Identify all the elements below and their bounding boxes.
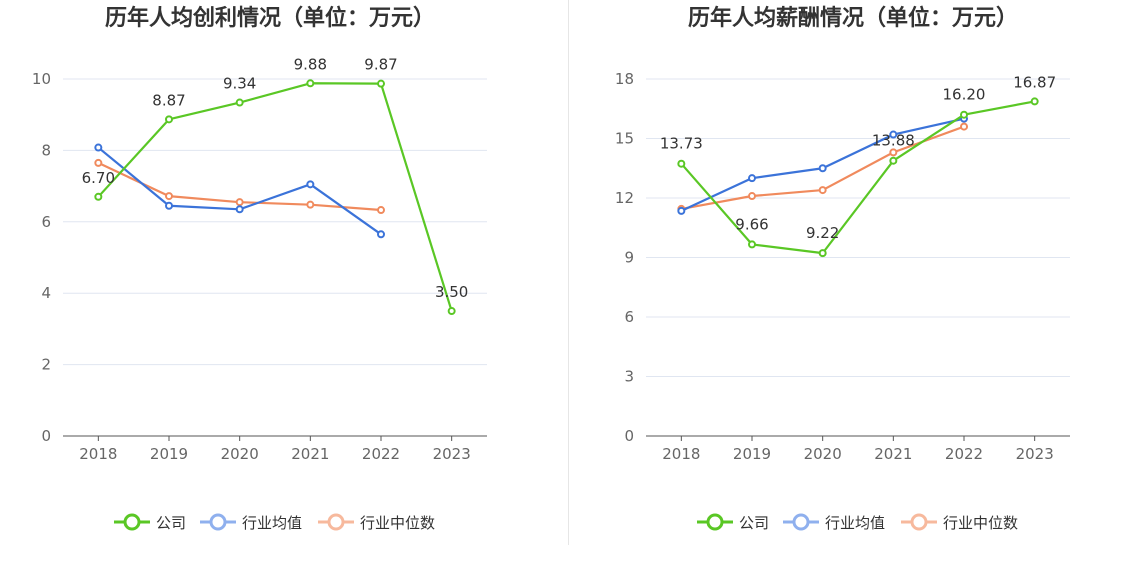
legend-label: 行业中位数 [360, 514, 435, 532]
legend-marker [123, 513, 141, 531]
legend-marker [327, 513, 345, 531]
salary-per-capita-chart: 历年人均薪酬情况（单位：万元） 0 3 6 9 12 15 18 2018 2019 2020 202… [615, 5, 1070, 532]
salary-chart-panel: 历年人均薪酬情况（单位：万元） 0 3 6 9 12 15 18 2018 2019 2020 202… [570, 0, 1134, 582]
data-point-company[interactable] [377, 79, 385, 88]
x-tick-label: 2020 [221, 445, 259, 463]
legend-item-industry_avg[interactable]: 行业均值 [783, 513, 885, 532]
data-label: 6.70 [82, 169, 115, 187]
data-label: 9.87 [364, 56, 397, 74]
legend-label: 行业均值 [825, 514, 885, 532]
data-point-industry_median[interactable] [748, 192, 756, 201]
y-tick-label: 0 [41, 427, 51, 445]
data-point-company[interactable] [94, 192, 103, 201]
panel-divider [568, 0, 569, 545]
y-tick-label: 8 [41, 141, 51, 159]
x-tick-label: 2021 [874, 445, 912, 463]
data-point-industry_avg[interactable] [306, 180, 315, 189]
data-label: 3.50 [435, 283, 468, 301]
legend-marker [792, 513, 810, 531]
data-point-industry_median[interactable] [960, 122, 968, 131]
data-label: 8.87 [152, 91, 185, 109]
data-point-company[interactable] [818, 249, 827, 258]
data-point-company[interactable] [677, 159, 686, 168]
data-point-industry_median[interactable] [377, 206, 385, 215]
data-point-company[interactable] [306, 79, 315, 88]
data-point-industry_avg[interactable] [889, 130, 898, 139]
data-point-industry_median[interactable] [818, 186, 827, 195]
legend-item-industry_median[interactable]: 行业中位数 [318, 513, 435, 532]
data-point-industry_median[interactable] [94, 158, 103, 167]
x-tick-label: 2019 [733, 445, 771, 463]
data-label: 9.22 [806, 224, 839, 242]
y-tick-label: 2 [41, 356, 51, 374]
data-point-industry_median[interactable] [889, 148, 898, 157]
data-point-industry_avg[interactable] [165, 201, 173, 210]
y-tick-label: 4 [41, 284, 51, 302]
y-tick-label: 12 [615, 189, 634, 207]
chart-title: 历年人均创利情况（单位：万元） [105, 5, 435, 31]
data-point-company[interactable] [235, 98, 244, 107]
data-label: 13.88 [872, 132, 915, 150]
y-tick-label: 0 [624, 427, 634, 445]
legend-label: 行业均值 [242, 514, 302, 532]
series-line-industry_avg [97, 146, 382, 236]
legend-item-industry_avg[interactable]: 行业均值 [200, 513, 302, 532]
data-label: 9.34 [223, 75, 256, 93]
y-tick-label: 6 [624, 308, 634, 326]
x-tick-label: 2023 [433, 445, 471, 463]
y-tick-label: 18 [615, 70, 634, 88]
data-point-company[interactable] [960, 110, 968, 119]
x-tick-label: 2018 [662, 445, 700, 463]
data-label: 9.66 [735, 215, 768, 233]
legend-label: 公司 [156, 514, 186, 532]
legend-item-industry_median[interactable]: 行业中位数 [901, 513, 1018, 532]
data-point-industry_median[interactable] [165, 192, 173, 201]
data-label: 13.73 [660, 135, 703, 153]
legend-item-company[interactable]: 公司 [114, 513, 186, 532]
legend-item-company[interactable]: 公司 [697, 513, 769, 532]
x-tick-label: 2021 [291, 445, 329, 463]
chart-title: 历年人均薪酬情况（单位：万元） [688, 5, 1018, 31]
data-point-company[interactable] [1030, 97, 1039, 106]
y-tick-label: 10 [32, 70, 51, 88]
data-point-industry_median[interactable] [306, 200, 315, 209]
data-point-company[interactable] [889, 156, 898, 165]
x-tick-label: 2022 [362, 445, 400, 463]
legend-label: 公司 [739, 514, 769, 532]
y-tick-label: 9 [624, 249, 634, 267]
data-point-industry_avg[interactable] [235, 205, 244, 214]
x-tick-label: 2022 [945, 445, 983, 463]
data-point-industry_avg[interactable] [818, 164, 827, 173]
data-label: 16.87 [1013, 73, 1056, 91]
series-line-company [680, 100, 1035, 255]
profit-chart-panel: 历年人均创利情况（单位：万元） 0 2 4 6 8 10 2018 2019 2020 2021 20… [32, 5, 487, 532]
data-point-industry_avg[interactable] [377, 230, 385, 239]
y-tick-label: 6 [41, 213, 51, 231]
x-tick-label: 2018 [79, 445, 117, 463]
x-tick-label: 2020 [804, 445, 842, 463]
legend-marker [706, 513, 724, 531]
y-tick-label: 3 [624, 368, 634, 386]
data-point-industry_avg[interactable] [677, 206, 686, 215]
data-point-company[interactable] [165, 115, 173, 124]
legend-marker [910, 513, 928, 531]
series-line-company [97, 82, 453, 312]
y-tick-label: 15 [615, 130, 634, 148]
data-point-company[interactable] [447, 307, 456, 316]
legend-marker [209, 513, 227, 531]
data-label: 16.20 [943, 86, 986, 104]
data-label: 9.88 [294, 55, 327, 73]
profit-per-capita-chart: 历年人均创利情况（单位：万元） 0 2 4 6 8 10 2018 2019 2020 2021 20… [32, 5, 487, 532]
legend-label: 行业中位数 [943, 514, 1018, 532]
data-point-industry_avg[interactable] [94, 143, 103, 152]
data-point-industry_median[interactable] [235, 198, 244, 207]
data-point-company[interactable] [748, 240, 756, 249]
data-point-industry_avg[interactable] [748, 174, 756, 183]
x-tick-label: 2023 [1016, 445, 1054, 463]
x-tick-label: 2019 [150, 445, 188, 463]
